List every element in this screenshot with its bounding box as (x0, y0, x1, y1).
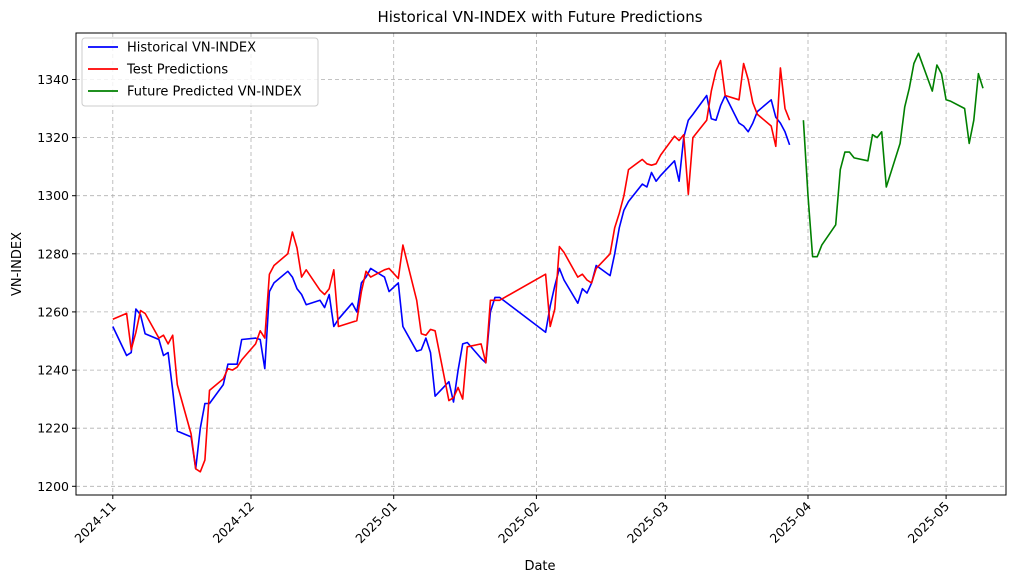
y-tick-label: 1260 (37, 304, 69, 319)
legend-label: Historical VN-INDEX (127, 41, 256, 56)
x-tick-label: 2025-04 (767, 498, 815, 546)
x-tick-label: 2025-01 (352, 499, 400, 547)
y-tick-label: 1220 (37, 421, 69, 436)
x-tick-label: 2025-03 (624, 499, 672, 547)
y-tick-label: 1240 (37, 363, 69, 378)
x-tick-label: 2024-12 (210, 499, 258, 547)
x-axis-title: Date (524, 559, 555, 574)
legend-box (81, 37, 319, 107)
y-axis-title: VN-INDEX (10, 232, 25, 296)
y-tick-label: 1320 (37, 130, 69, 145)
y-tick-label: 1280 (37, 246, 69, 261)
legend-label: Test Predictions (126, 63, 228, 78)
grid-layer (76, 33, 1006, 495)
y-tick-label: 1300 (37, 188, 69, 203)
series-line-3 (802, 52, 984, 258)
x-tick-label: 2025-05 (905, 499, 953, 547)
chart-title: Historical VN-INDEX with Future Predicti… (377, 8, 702, 26)
x-tick-label: 2025-02 (495, 499, 543, 547)
plot-frame (75, 32, 1007, 496)
series-layer (112, 52, 984, 473)
series-line-2 (112, 59, 791, 473)
series-line-1 (112, 94, 791, 470)
axes-layer: 1200 1220 1240 1260 1280 1300 1320 1340 2024-11 2… (37, 72, 952, 546)
legend: Historical VN-INDEX Test Predictions Futur… (81, 37, 319, 107)
y-tick-label: 1340 (37, 72, 69, 87)
x-tick-label: 2024-11 (71, 499, 119, 547)
legend-label: Future Predicted VN-INDEX (127, 85, 302, 100)
y-tick-label: 1200 (37, 479, 69, 494)
